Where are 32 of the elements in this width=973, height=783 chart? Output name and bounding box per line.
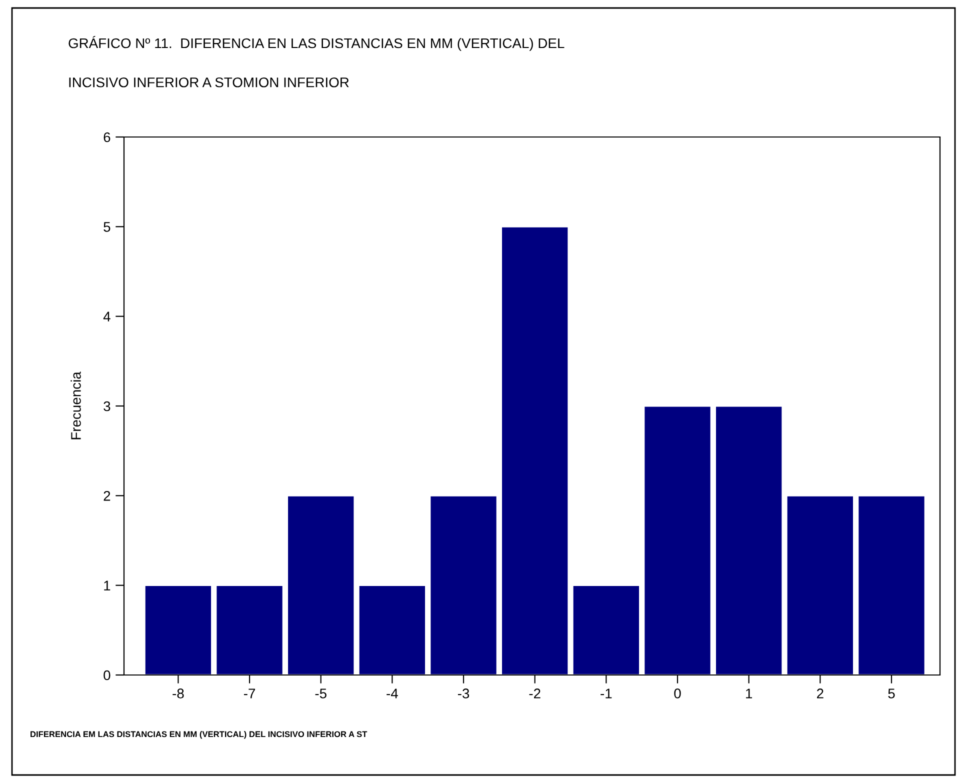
x-tick-label: -8 [172,688,184,698]
y-tick-label: 1 [104,580,110,590]
y-tick-label: 0 [104,670,110,680]
x-tick-label: -3 [458,688,470,698]
x-tick-label: 0 [674,688,681,698]
bar [572,584,640,675]
y-tick-label: 2 [104,491,110,501]
y-axis-title: Frecuencia [70,372,81,440]
x-tick-label: -2 [529,688,540,698]
x-tick-label: -1 [600,688,612,698]
x-tick-label: 5 [888,688,895,698]
bar [215,584,284,675]
x-axis-title: DIFERENCIA EM LAS DISTANCIAS EN MM (VERTICAL) DEL INCISIVO INFERIOR A ST [30,731,368,739]
bar [643,405,712,675]
bar [429,494,498,675]
bar [358,584,426,675]
x-tick-label: 2 [817,688,824,698]
y-tick-label: 3 [104,401,110,412]
y-tick-label: 5 [104,222,110,232]
x-tick-label: -5 [315,688,326,698]
y-tick-label: 4 [103,312,110,322]
x-tick-label: 1 [746,688,752,698]
chart-title: GRÁFICO Nº 11. DIFERENCIA EN LAS DISTANCIAS EN MM (VERTICAL) DEL INCISIVO INFERIOR A STOMION INFERIOR [68,36,564,88]
bar [144,584,212,675]
bar [500,226,570,675]
bar [857,494,926,675]
bar [286,494,356,675]
x-tick-label: -7 [244,688,256,698]
x-tick-label: -4 [386,688,398,698]
bar [786,494,854,675]
bar [714,405,784,675]
y-tick-label: 6 [104,132,110,142]
